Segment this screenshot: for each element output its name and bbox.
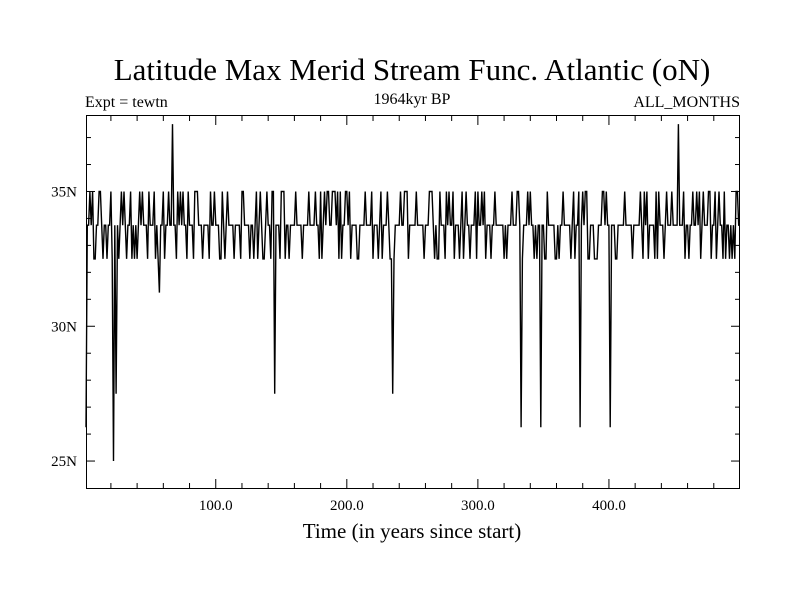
chart-title: Latitude Max Merid Stream Func. Atlantic… xyxy=(114,52,711,87)
x-tick-label: 100.0 xyxy=(199,498,233,514)
y-tick-label: 30N xyxy=(51,319,77,335)
y-tick-label: 25N xyxy=(51,454,77,470)
months-label: ALL_MONTHS xyxy=(633,94,740,111)
y-tick-label: 35N xyxy=(51,184,77,200)
x-tick-label: 200.0 xyxy=(330,498,364,514)
plot-area xyxy=(85,115,740,489)
x-axis-title: Time (in years since start) xyxy=(303,519,522,543)
series-line xyxy=(85,124,740,462)
period-label: 1964kyr BP xyxy=(374,91,451,108)
y-axis: 25N 30N 35N xyxy=(51,137,740,470)
x-tick-label: 300.0 xyxy=(461,498,495,514)
x-axis: 100.0 200.0 300.0 400.0 xyxy=(110,116,715,514)
experiment-label: Expt = tewtn xyxy=(85,94,168,111)
plot-frame xyxy=(86,115,740,489)
x-tick-label: 400.0 xyxy=(592,498,626,514)
